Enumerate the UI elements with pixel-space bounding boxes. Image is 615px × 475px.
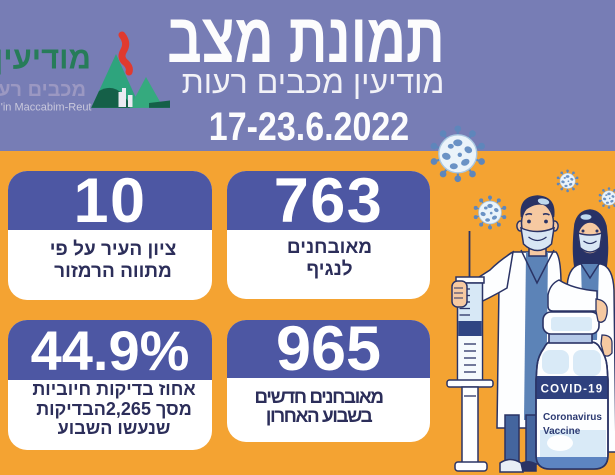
- svg-text:Modi'in Maccabim-Reut: Modi'in Maccabim-Reut: [0, 102, 92, 114]
- svg-text:מודיעין: מודיעין: [0, 41, 91, 76]
- svg-text:מכבים רעות: מכבים רעות: [0, 79, 86, 101]
- svg-text:COVID-19: COVID-19: [541, 384, 604, 396]
- svg-text:Vaccine: Vaccine: [543, 426, 581, 437]
- svg-text:Coronavirus: Coronavirus: [543, 412, 602, 423]
